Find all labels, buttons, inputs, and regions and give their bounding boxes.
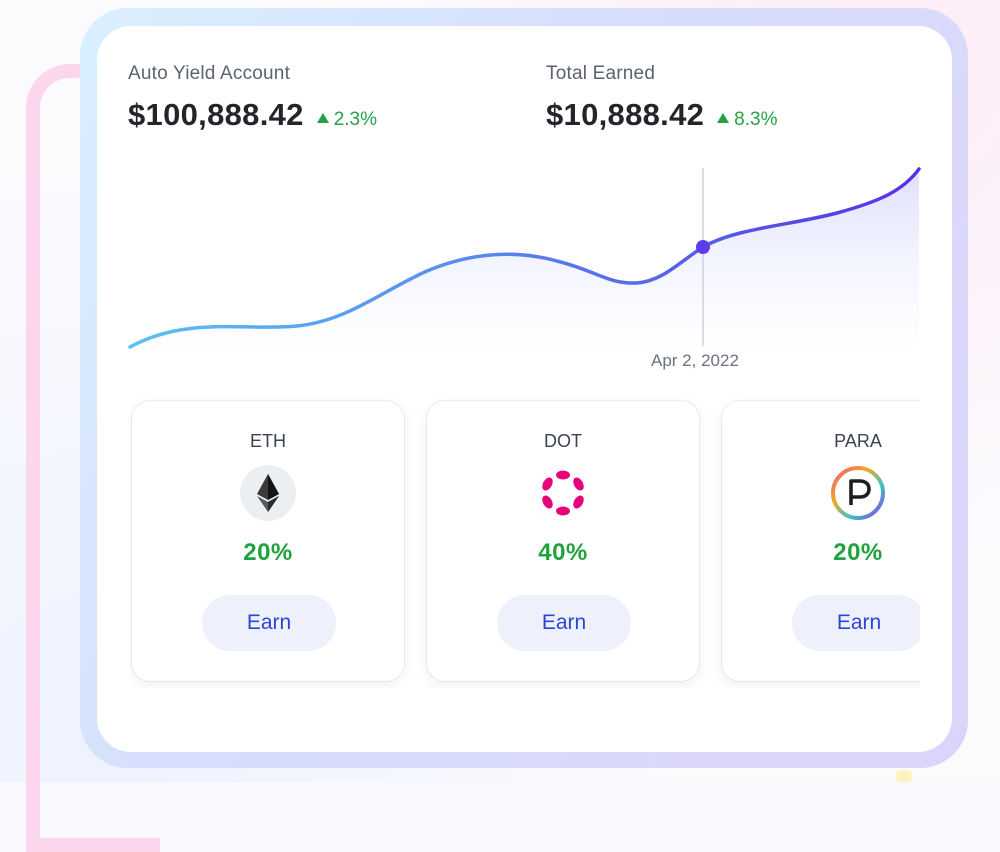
earned-change: 8.3% xyxy=(717,109,777,131)
up-arrow-icon xyxy=(717,113,730,123)
asset-apy: 20% xyxy=(243,539,293,566)
earned-label: Total Earned xyxy=(546,63,656,84)
asset-card-para: PARA 20% Earn xyxy=(722,401,920,681)
asset-list: ETH 20% Earn DOT 40% Ea xyxy=(130,398,920,688)
chart-selected-point[interactable] xyxy=(696,240,710,254)
asset-card-eth: ETH 20% Earn xyxy=(132,401,404,681)
yield-line-chart[interactable] xyxy=(97,156,952,396)
asset-card-dot: DOT 40% Earn xyxy=(427,401,699,681)
earned-value: $10,888.42 xyxy=(546,97,705,132)
earned-stat: Total Earned $10,888.42 8.3% xyxy=(546,63,777,133)
account-label: Auto Yield Account xyxy=(128,63,291,84)
asset-name: PARA xyxy=(834,431,882,451)
chart-area xyxy=(130,169,919,347)
asset-apy: 40% xyxy=(538,539,588,566)
asset-name: ETH xyxy=(250,431,286,451)
earned-value-row: $10,888.42 8.3% xyxy=(546,97,777,133)
ethereum-icon xyxy=(240,465,296,521)
polkadot-icon xyxy=(535,465,591,521)
chart-date-label: Apr 2, 2022 xyxy=(651,351,739,370)
account-value-row: $100,888.42 2.3% xyxy=(128,97,377,133)
earn-para-button[interactable]: Earn xyxy=(792,595,920,651)
parallel-icon xyxy=(831,466,885,520)
background-accent xyxy=(896,770,912,782)
account-stat: Auto Yield Account $100,888.42 2.3% xyxy=(128,63,377,133)
account-value: $100,888.42 xyxy=(128,97,304,132)
earn-eth-button[interactable]: Earn xyxy=(202,595,336,651)
account-change-value: 2.3% xyxy=(333,109,378,130)
chart-line xyxy=(128,167,921,349)
up-arrow-icon xyxy=(316,113,329,123)
account-change: 2.3% xyxy=(316,109,378,131)
asset-apy: 20% xyxy=(833,539,883,566)
earned-change-value: 8.3% xyxy=(734,109,778,130)
asset-name: DOT xyxy=(544,431,582,451)
yield-card: Auto Yield Account $100,888.42 2.3% Tota… xyxy=(97,26,952,752)
earn-dot-button[interactable]: Earn xyxy=(497,595,631,651)
